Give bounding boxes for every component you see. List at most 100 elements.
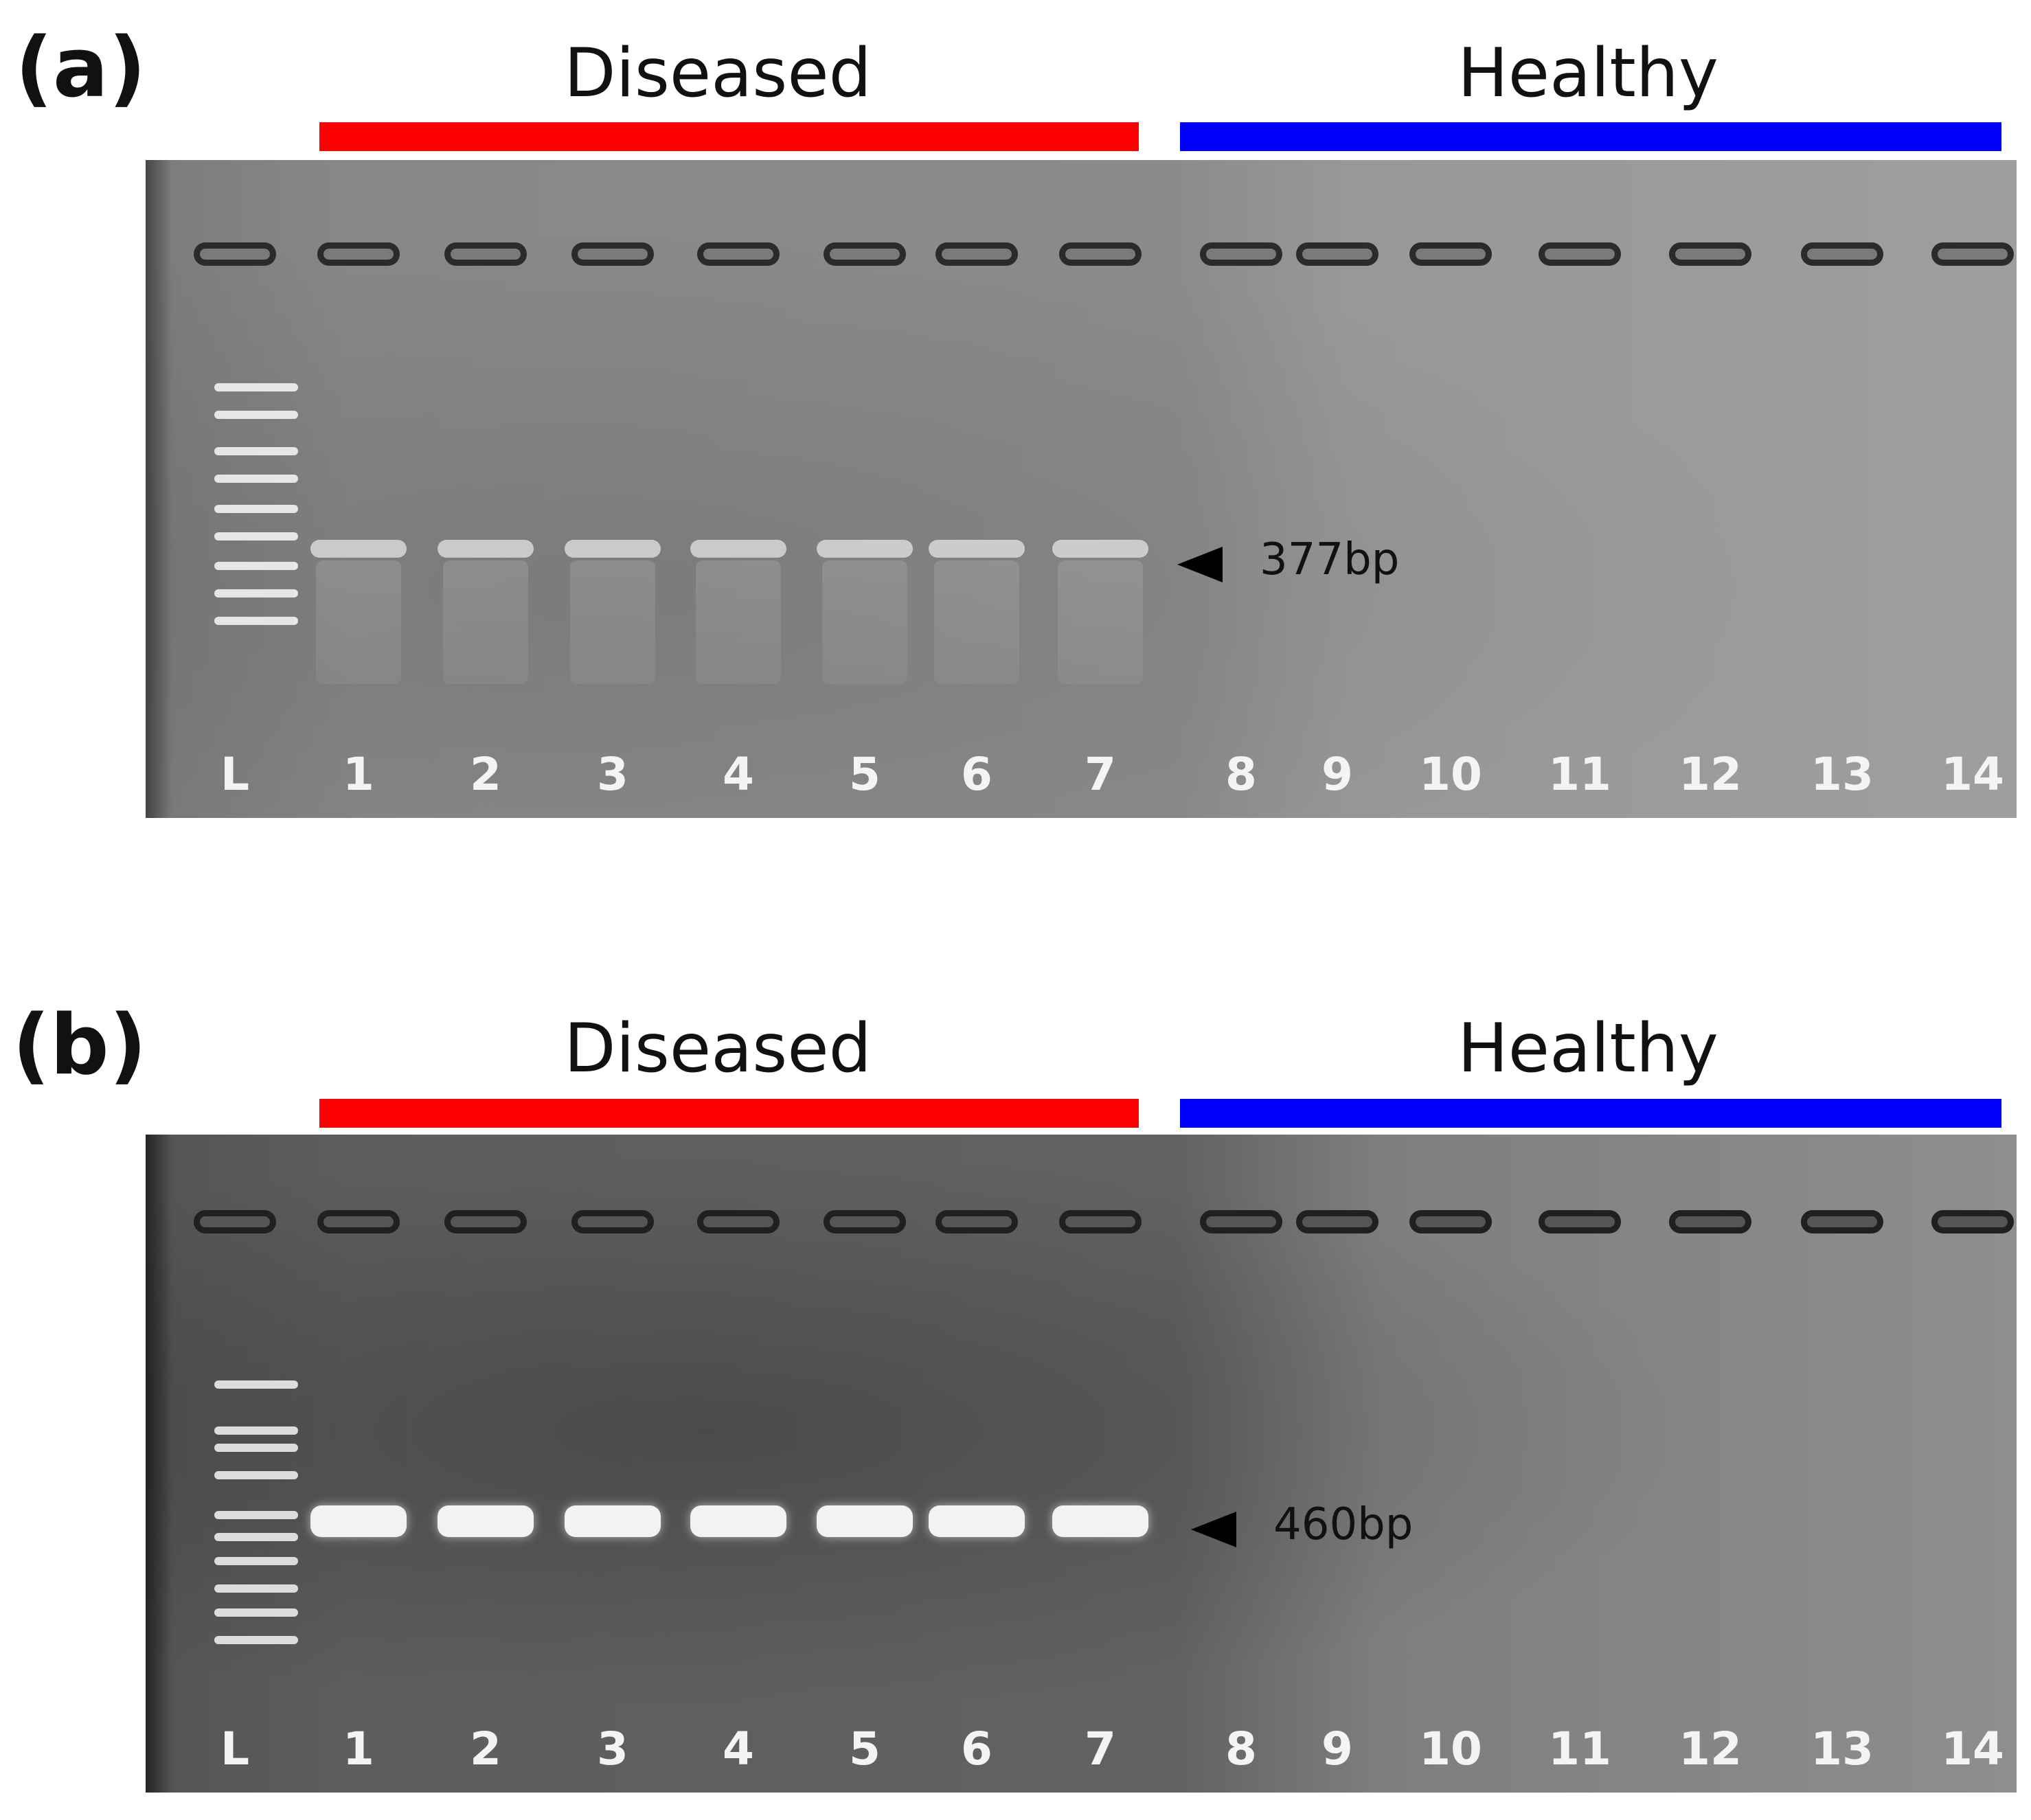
lane-label-8: 8 [1225,748,1257,801]
ladder-band [214,1533,298,1541]
dna-band [438,540,534,558]
lane-label-10: 10 [1419,1722,1482,1775]
lane-label-6: 6 [961,748,992,801]
arrow-left-icon [1177,547,1223,582]
well [1801,1210,1883,1233]
panel-b-diseased-label: Diseased [564,1010,872,1088]
lane-label-7: 7 [1085,748,1116,801]
ladder-band [214,532,298,541]
dna-band [690,1505,786,1537]
lane-label-8: 8 [1225,1722,1257,1775]
lane-label-3: 3 [597,1722,628,1775]
ladder-band [214,411,298,419]
well [1539,242,1621,266]
gel-edge-shadow [146,1135,172,1793]
dna-band [817,540,913,558]
ladder-band [214,505,298,513]
gel-edge-shadow [146,160,172,818]
band-smear [934,560,1019,684]
lane-label-12: 12 [1679,748,1742,801]
ladder-band [214,1557,298,1565]
dna-band [565,540,661,558]
well [697,1210,780,1233]
panel-b-letter: (b) [12,998,147,1093]
lane-label-13: 13 [1811,748,1874,801]
lane-label-1: 1 [343,748,374,801]
well [1669,1210,1751,1233]
well [194,1210,276,1233]
lane-label-14: 14 [1941,748,2004,801]
lane-label-11: 11 [1548,748,1611,801]
lane-label-13: 13 [1811,1722,1874,1775]
ladder-band [214,1608,298,1617]
lane-label-2: 2 [470,1722,501,1775]
well [824,1210,906,1233]
panel-a-diseased-label: Diseased [564,34,872,113]
panel-a-gel-image: L 1 2 3 4 5 6 7 8 9 10 11 12 13 14 [146,160,2017,818]
well [1296,242,1378,266]
band-smear [1058,560,1143,684]
lane-label-7: 7 [1085,1722,1116,1775]
dna-band [565,1505,661,1537]
band-smear [316,560,401,684]
well [824,242,906,266]
lane-label-9: 9 [1321,748,1353,801]
ladder-band [214,562,298,570]
dna-band [310,540,407,558]
dna-band [1052,540,1148,558]
lane-label-5: 5 [849,1722,881,1775]
well [697,242,780,266]
well [1539,1210,1621,1233]
lane-label-9: 9 [1321,1722,1353,1775]
band-smear [822,560,907,684]
well [1059,242,1142,266]
lane-label-14: 14 [1941,1722,2004,1775]
lane-label-ladder: L [220,1722,250,1775]
ladder-band [214,1584,298,1593]
lane-label-6: 6 [961,1722,992,1775]
well [1409,1210,1492,1233]
dna-band [817,1505,913,1537]
panel-b-gel-image: L 1 2 3 4 5 6 7 8 9 10 11 12 13 14 [146,1135,2017,1793]
ladder-band [214,1426,298,1435]
dna-band [1052,1505,1148,1537]
panel-a-healthy-bar [1180,122,2001,151]
lane-label-4: 4 [723,1722,754,1775]
panel-a-healthy-label: Healthy [1457,34,1718,113]
dna-band [690,540,786,558]
panel-b-diseased-bar [319,1099,1139,1128]
well [1669,242,1751,266]
panel-b-healthy-label: Healthy [1457,1010,1718,1088]
well [317,1210,400,1233]
ladder-band [214,589,298,598]
ladder-band [214,475,298,483]
panel-a-letter: (a) [15,21,146,116]
band-smear [443,560,528,684]
panel-b-band-size: 460bp [1273,1499,1414,1550]
lane-label-ladder: L [220,748,250,801]
well [317,242,400,266]
dna-band [929,1505,1025,1537]
lane-label-3: 3 [597,748,628,801]
well [1801,242,1883,266]
panel-b-healthy-bar [1180,1099,2001,1128]
dna-band [310,1505,407,1537]
ladder-band [214,447,298,455]
ladder-band [214,1380,298,1389]
ladder-band [214,1471,298,1479]
arrow-left-icon [1191,1512,1236,1547]
well [1931,242,2014,266]
well [571,1210,654,1233]
well [935,242,1018,266]
well [1059,1210,1142,1233]
panel-a-diseased-bar [319,122,1139,151]
well [194,242,276,266]
lane-label-5: 5 [849,748,881,801]
well [935,1210,1018,1233]
ladder-band [214,383,298,391]
ladder-band [214,1511,298,1519]
dna-band [438,1505,534,1537]
lane-label-12: 12 [1679,1722,1742,1775]
well [1296,1210,1378,1233]
well [1409,242,1492,266]
